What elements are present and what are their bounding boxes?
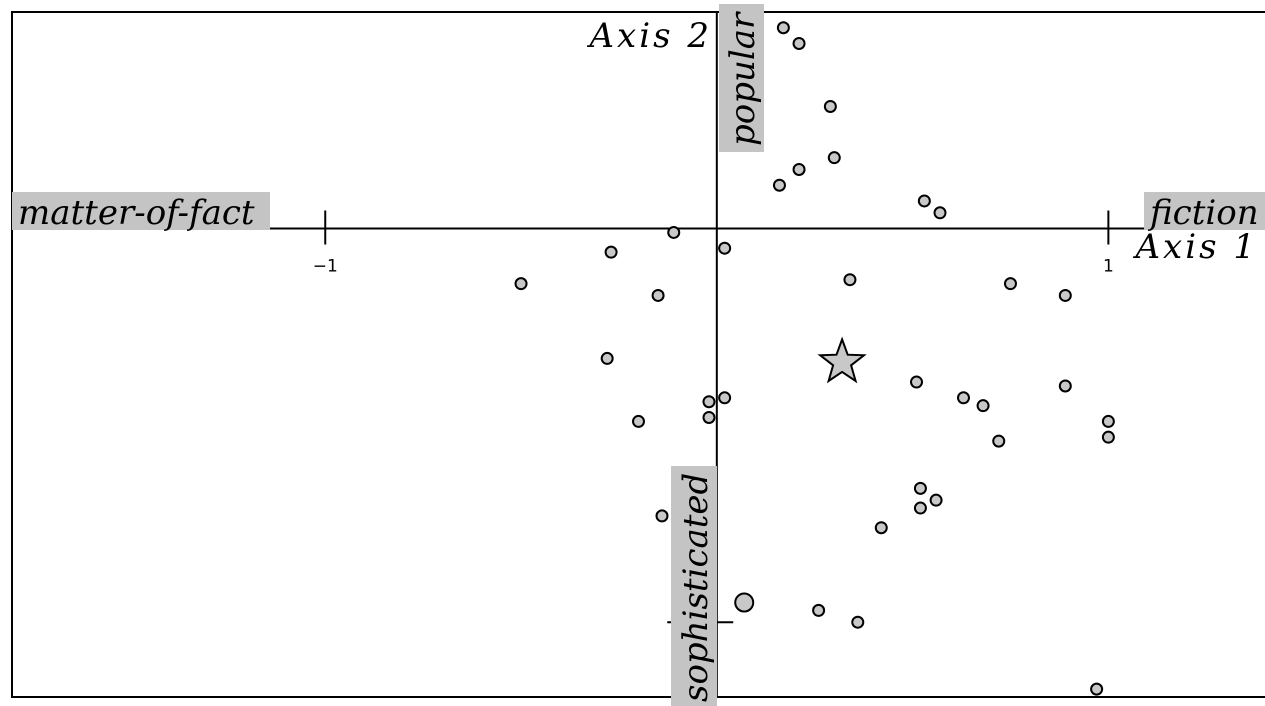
pole-label-sophisticated: sophisticated: [676, 473, 716, 702]
pole-label-positive-x: fiction: [1144, 192, 1265, 233]
axis-1-ticks: −1 1: [313, 210, 1114, 277]
data-point: [792, 162, 806, 176]
data-point: [776, 21, 790, 35]
x-tick-label: −1: [313, 257, 338, 277]
star-marker: [817, 336, 867, 384]
pole-label-popular: popular: [723, 11, 763, 146]
data-point: [667, 225, 681, 239]
x-tick-label: 1: [1103, 257, 1114, 277]
data-point: [1090, 682, 1104, 696]
data-point: [655, 509, 669, 523]
data-point: [702, 395, 716, 409]
data-point: [976, 399, 990, 413]
pole-label-negative-y: sophisticated: [671, 466, 717, 706]
data-point: [929, 493, 943, 507]
data-point: [1101, 414, 1115, 428]
data-point: [917, 194, 931, 208]
data-point: [718, 241, 732, 255]
pole-label-positive-y: popular: [719, 4, 764, 152]
data-point: [632, 414, 645, 428]
data-point: [812, 603, 826, 617]
plot-frame: [11, 11, 1265, 698]
data-point: [913, 481, 927, 495]
data-point: [1058, 379, 1072, 393]
data-points: [514, 21, 1115, 696]
data-point: [874, 521, 888, 535]
data-point: [992, 434, 1006, 448]
data-point: [1058, 288, 1072, 302]
data-point: [718, 391, 732, 405]
pole-label-negative-x: matter-of-fact: [12, 192, 270, 233]
data-point: [600, 351, 614, 365]
data-point: [772, 178, 786, 192]
data-point: [1003, 277, 1017, 291]
data-point: [843, 273, 857, 287]
pole-label-matter-of-fact: matter-of-fact: [18, 193, 255, 233]
data-point: [956, 391, 970, 405]
data-point: [823, 99, 837, 113]
data-point: [604, 245, 618, 259]
data-point: [702, 410, 716, 424]
highlight-point: [734, 592, 755, 613]
data-point: [514, 277, 528, 291]
data-point: [913, 501, 927, 515]
data-point: [1101, 430, 1115, 444]
axis-1-title: Axis 1: [1133, 227, 1259, 267]
pole-label-fiction: fiction: [1147, 193, 1259, 233]
data-point: [910, 375, 924, 389]
data-point: [792, 36, 806, 50]
data-point: [651, 288, 665, 302]
data-point: [933, 206, 947, 220]
data-point: [827, 151, 841, 165]
data-point: [851, 615, 865, 629]
axis-2-title: Axis 2: [587, 16, 713, 56]
